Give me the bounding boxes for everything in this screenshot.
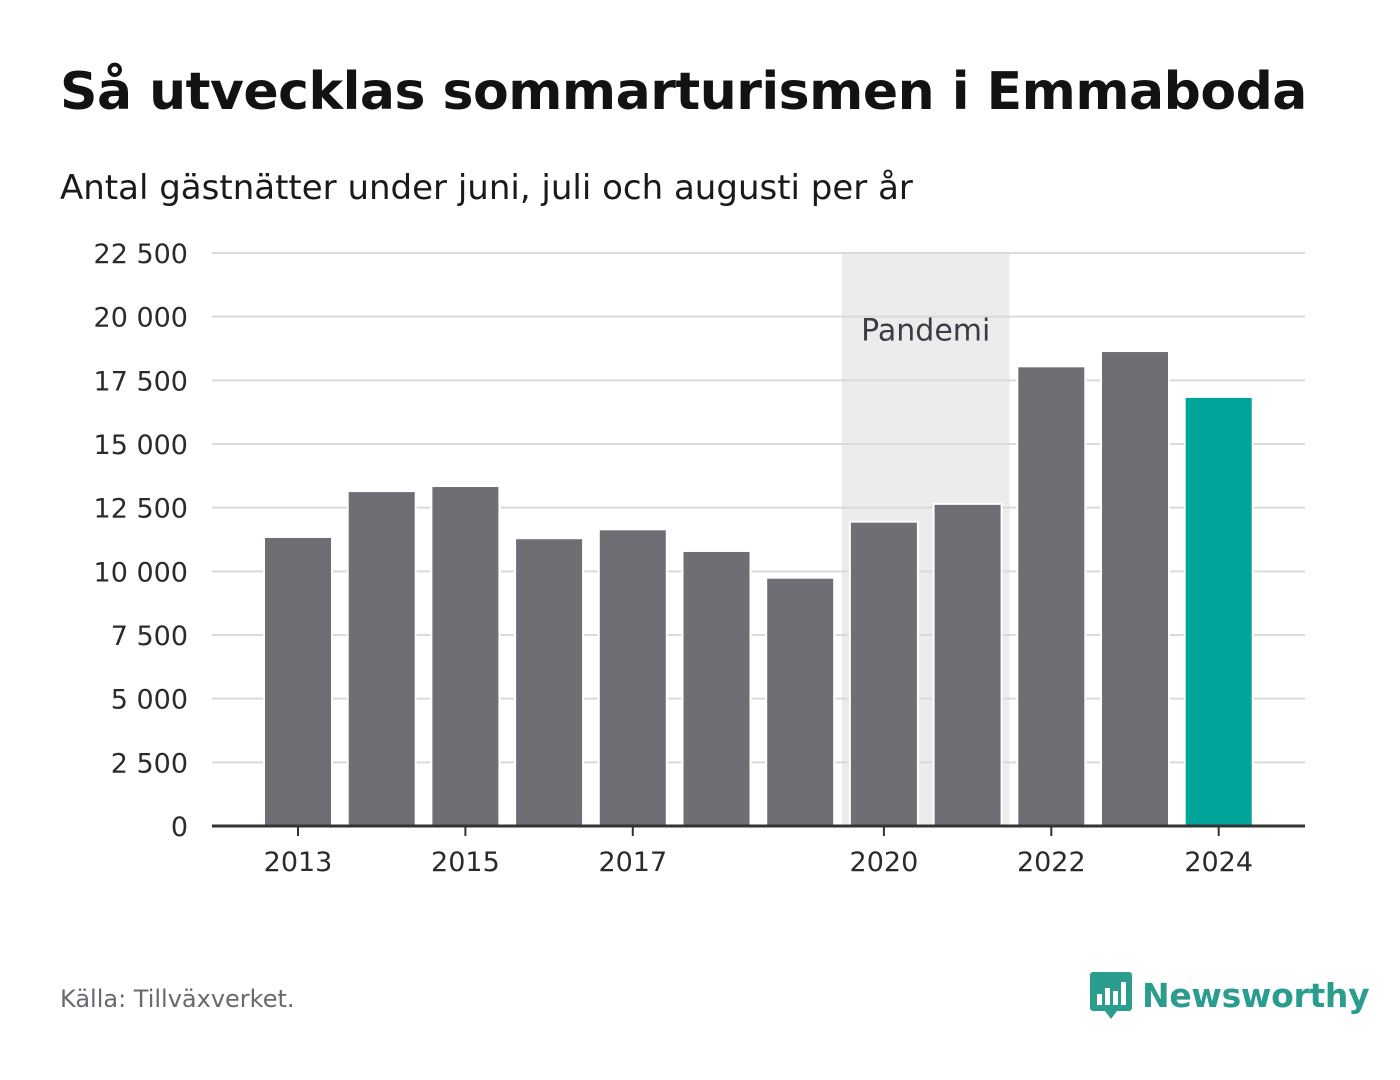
bar-2024 [1183, 395, 1254, 827]
x-tick-label: 2017 [598, 847, 667, 878]
y-tick-label: 12 500 [94, 494, 188, 525]
chart-title: Så utvecklas sommarturismen i Emmaboda [60, 62, 1307, 122]
bar-2019 [765, 576, 836, 828]
bar-2021 [932, 502, 1003, 827]
y-tick-label: 22 500 [94, 239, 188, 270]
annotation-pandemic: Pandemi [861, 314, 990, 349]
bar-2017 [597, 528, 668, 828]
bar-2014 [346, 490, 417, 827]
bar-2016 [514, 537, 585, 828]
y-tick-label: 5 000 [111, 685, 188, 716]
bar-2018 [681, 549, 752, 828]
newsworthy-logo: Newsworthy [1090, 970, 1370, 1020]
x-tick-label: 2024 [1184, 847, 1253, 878]
y-tick-label: 0 [171, 812, 188, 843]
x-tick-label: 2022 [1017, 847, 1086, 878]
y-tick-label: 10 000 [94, 557, 188, 588]
y-tick-label: 15 000 [94, 430, 188, 461]
bar-2023 [1100, 350, 1170, 827]
bar-2015 [430, 485, 501, 827]
bar-chart-bubble-icon [1090, 972, 1132, 1019]
bar-2013 [263, 535, 333, 827]
y-tick-label: 20 000 [94, 303, 188, 334]
y-tick-label: 17 500 [94, 366, 188, 397]
y-tick-label: 7 500 [111, 621, 188, 652]
x-tick-label: 2015 [431, 847, 500, 878]
chart-subtitle: Antal gästnätter under juni, juli och au… [60, 168, 913, 208]
bar-2020 [848, 520, 919, 827]
brand-name: Newsworthy [1142, 975, 1370, 1015]
y-tick-label: 2 500 [111, 748, 188, 779]
bar-2022 [1016, 365, 1087, 827]
source-note: Källa: Tillväxverket. [60, 985, 295, 1013]
x-tick-label: 2020 [850, 847, 919, 878]
x-tick-label: 2013 [264, 847, 333, 878]
